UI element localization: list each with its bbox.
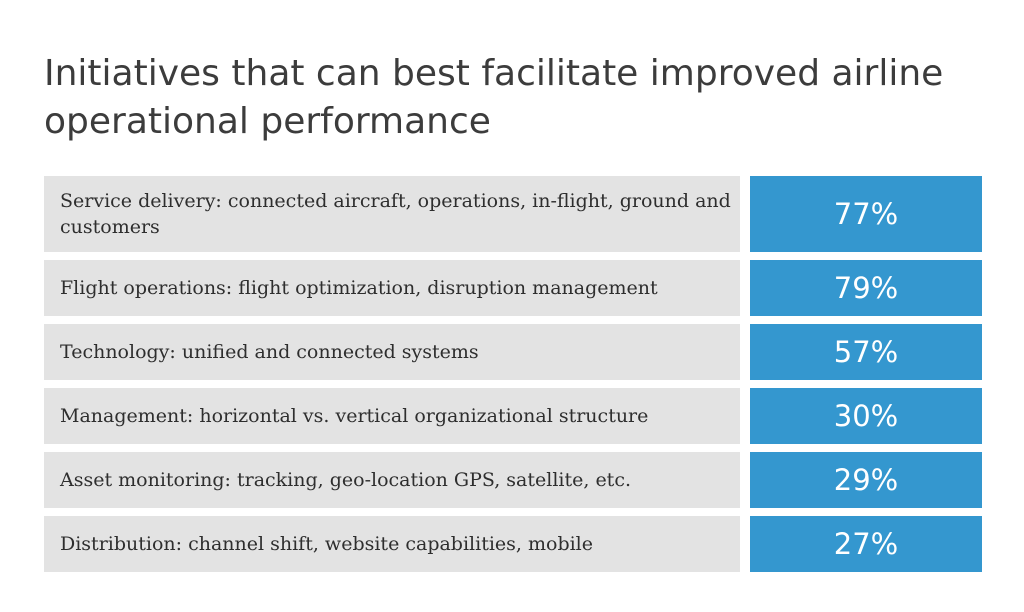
row-label: Flight operations: flight optimization, …: [44, 260, 740, 316]
row-value: 79%: [750, 260, 982, 316]
row-value: 27%: [750, 516, 982, 572]
table-row: Distribution: channel shift, website cap…: [44, 516, 982, 572]
row-value: 57%: [750, 324, 982, 380]
initiatives-table: Service delivery: connected aircraft, op…: [44, 176, 982, 580]
table-row: Technology: unified and connected system…: [44, 324, 982, 380]
table-row: Service delivery: connected aircraft, op…: [44, 176, 982, 252]
row-value: 29%: [750, 452, 982, 508]
row-value: 77%: [750, 176, 982, 252]
chart-title: Initiatives that can best facilitate imp…: [44, 53, 944, 142]
row-label: Technology: unified and connected system…: [44, 324, 740, 380]
table-row: Management: horizontal vs. vertical orga…: [44, 388, 982, 444]
row-label: Asset monitoring: tracking, geo-location…: [44, 452, 740, 508]
table-row: Asset monitoring: tracking, geo-location…: [44, 452, 982, 508]
row-label: Distribution: channel shift, website cap…: [44, 516, 740, 572]
row-label: Management: horizontal vs. vertical orga…: [44, 388, 740, 444]
row-value: 30%: [750, 388, 982, 444]
table-row: Flight operations: flight optimization, …: [44, 260, 982, 316]
row-label: Service delivery: connected aircraft, op…: [44, 176, 740, 252]
